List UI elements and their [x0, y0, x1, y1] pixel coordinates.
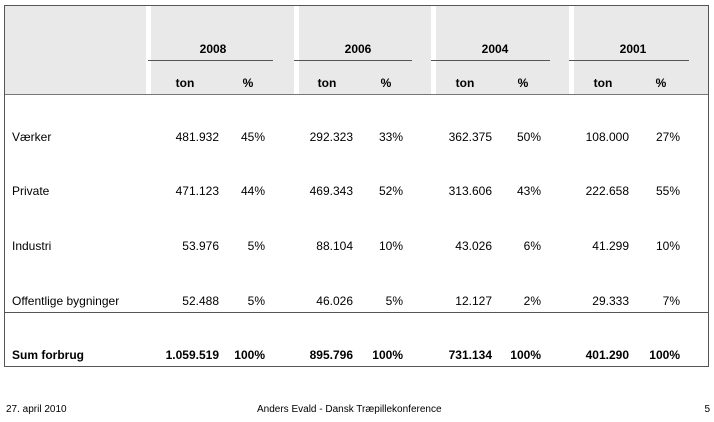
table-cell: 46.026 — [316, 294, 353, 308]
table-cell: 469.343 — [309, 184, 353, 198]
year-underline — [569, 60, 689, 61]
table-cell: 5% — [385, 294, 403, 308]
consumption-table: 2008 2006 2004 2001 ton % ton % ton % to… — [4, 5, 709, 367]
table-cell: 292.323 — [309, 130, 353, 144]
year-2001-header: 2001 — [619, 42, 647, 56]
table-cell: 362.375 — [448, 130, 492, 144]
unit-pct-header: % — [380, 76, 392, 90]
table-cell: 29.333 — [592, 294, 629, 308]
table-cell: 2% — [523, 294, 541, 308]
row-label: Offentlige bygninger — [12, 294, 120, 308]
row-label: Industri — [12, 239, 52, 253]
year-2004-header: 2004 — [481, 42, 509, 56]
header-divider — [5, 94, 708, 95]
total-cell: 895.796 — [309, 348, 353, 362]
table-cell: 5% — [247, 294, 265, 308]
table-cell: 5% — [247, 239, 265, 253]
year-2008-header: 2008 — [199, 42, 227, 56]
total-cell: 401.290 — [585, 348, 629, 362]
table-cell: 471.123 — [175, 184, 219, 198]
table-cell: 313.606 — [448, 184, 492, 198]
table-cell: 43.026 — [455, 239, 492, 253]
table-cell: 50% — [516, 130, 541, 144]
table-cell: 7% — [662, 294, 680, 308]
header-gap — [569, 6, 574, 94]
table-cell: 222.658 — [585, 184, 629, 198]
unit-ton-header: ton — [317, 76, 337, 90]
table-cell: 45% — [240, 130, 265, 144]
footer-date: 27. april 2010 — [6, 404, 67, 415]
unit-ton-header: ton — [593, 76, 613, 90]
table-cell: 108.000 — [585, 130, 629, 144]
table-cell: 10% — [655, 239, 680, 253]
table-cell: 88.104 — [316, 239, 353, 253]
year-2006-header: 2006 — [344, 42, 372, 56]
footer-presenter: Anders Evald - Dansk Træpillekonference — [257, 404, 442, 415]
table-cell: 55% — [655, 184, 680, 198]
row-label: Værker — [12, 130, 52, 144]
table-cell: 10% — [378, 239, 403, 253]
table-cell: 53.976 — [182, 239, 219, 253]
footer-page-number: 5 — [704, 404, 710, 415]
unit-ton-header: ton — [175, 76, 195, 90]
total-divider — [5, 312, 708, 313]
total-cell: 100% — [372, 348, 403, 362]
table-cell: 52.488 — [182, 294, 219, 308]
table-cell: 6% — [523, 239, 541, 253]
unit-pct-header: % — [517, 76, 529, 90]
header-gap — [431, 6, 436, 94]
table-cell: 41.299 — [592, 239, 629, 253]
unit-ton-header: ton — [455, 76, 475, 90]
table-cell: 481.932 — [175, 130, 219, 144]
total-cell: 731.134 — [448, 348, 492, 362]
row-label: Private — [12, 184, 50, 198]
total-label: Sum forbrug — [12, 348, 84, 362]
unit-pct-header: % — [655, 76, 667, 90]
unit-pct-header: % — [242, 76, 254, 90]
year-underline — [294, 60, 412, 61]
header-gap — [294, 6, 299, 94]
total-cell: 1.059.519 — [165, 348, 219, 362]
total-cell: 100% — [234, 348, 265, 362]
header-gap — [146, 6, 151, 94]
total-cell: 100% — [649, 348, 680, 362]
table-cell: 33% — [378, 130, 403, 144]
table-cell: 44% — [240, 184, 265, 198]
table-header — [5, 6, 708, 94]
table-cell: 43% — [516, 184, 541, 198]
year-underline — [431, 60, 550, 61]
table-cell: 52% — [378, 184, 403, 198]
total-cell: 100% — [510, 348, 541, 362]
table-cell: 27% — [655, 130, 680, 144]
table-cell: 12.127 — [455, 294, 492, 308]
year-underline — [148, 60, 273, 61]
